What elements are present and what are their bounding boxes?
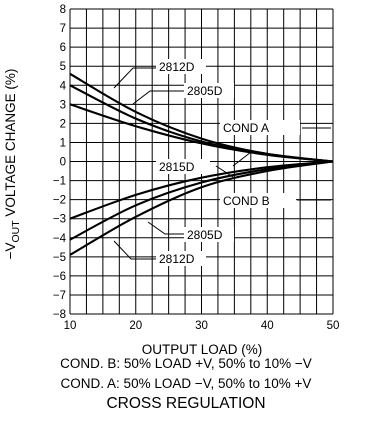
cond-b-note: COND. B: 50% LOAD +V, 50% to 10% −V — [60, 356, 312, 371]
y-axis-title: −VOUT VOLTAGE CHANGE (%) — [3, 69, 22, 260]
leader-line — [113, 240, 157, 260]
leader-line — [147, 221, 185, 235]
x-tick-label: 10 — [64, 320, 77, 332]
y-tick-label: 4 — [60, 80, 67, 92]
y-tick-label: −6 — [53, 271, 66, 283]
y-tick-label: 7 — [60, 23, 66, 35]
y-tick-label: −1 — [53, 176, 66, 188]
curve-label: COND A — [223, 121, 269, 135]
curve-labels: 2812D 2805D COND A 2815D COND B 2805D 2812D — [156, 59, 300, 266]
curve-label: 2815D — [159, 160, 195, 174]
x-tick-label: 30 — [195, 320, 208, 332]
curves — [69, 72, 334, 256]
curve-2812d-cond-b — [69, 160, 334, 256]
leader-line — [113, 67, 157, 89]
y-tick-label: 5 — [60, 61, 66, 73]
chart-notes: COND. B: 50% LOAD +V, 50% to 10% −V COND… — [0, 354, 372, 414]
y-tick-label: −2 — [53, 195, 66, 207]
x-tick-label: 20 — [129, 320, 142, 332]
curve-2805d-cond-b — [69, 160, 334, 241]
curve-2815d-cond-a — [69, 103, 334, 163]
curve-label-background — [220, 120, 300, 135]
y-tick-label: −8 — [53, 309, 66, 321]
y-axis-title-prefix: −V — [3, 243, 18, 260]
y-tick-label: −5 — [53, 252, 66, 264]
curve-label-background — [156, 251, 206, 266]
x-tick-label: 40 — [261, 320, 274, 332]
y-tick-label: 2 — [60, 118, 66, 130]
leader-line — [132, 90, 185, 105]
curve-label: 2812D — [159, 60, 195, 74]
curve-label: COND B — [223, 194, 270, 208]
curve-label-background — [184, 83, 234, 98]
leader-line — [215, 165, 234, 178]
y-axis-title-subscript: OUT — [10, 220, 22, 243]
leader-line — [232, 151, 252, 167]
y-tick-label: 8 — [60, 4, 66, 16]
y-axis-title-rest: VOLTAGE CHANGE (%) — [3, 69, 18, 221]
x-tick-label: 50 — [327, 320, 340, 332]
label-leader-lines — [113, 67, 331, 260]
curve-label: 2812D — [159, 252, 195, 266]
curve-label-background — [156, 59, 206, 74]
chart-caption: CROSS REGULATION — [106, 395, 266, 412]
x-axis-title: OUTPUT LOAD (%) — [142, 342, 263, 357]
grid — [69, 8, 334, 315]
y-tick-label: 6 — [60, 42, 66, 54]
y-tick-label: −3 — [53, 214, 66, 226]
curve-label-background — [184, 227, 234, 242]
curve-label: 2805D — [187, 228, 223, 242]
y-tick-label: 0 — [60, 157, 66, 169]
y-tick-label: −4 — [53, 233, 67, 245]
curve-label-background — [220, 193, 296, 208]
curve-label-background — [156, 159, 210, 174]
curve-label: 2805D — [187, 84, 223, 98]
y-tick-label: 3 — [60, 99, 66, 111]
y-tick-label: 1 — [60, 137, 66, 149]
y-tick-label: −7 — [53, 290, 66, 302]
cond-a-note: COND. A: 50% LOAD −V, 50% to 10% +V — [60, 376, 312, 391]
curve-2815d-cond-b — [69, 160, 334, 220]
